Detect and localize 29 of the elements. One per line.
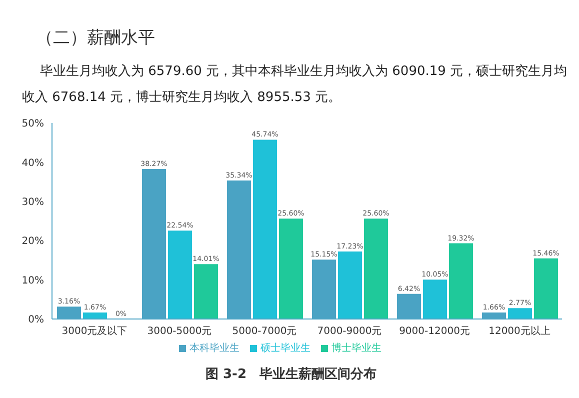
- x-tick-label: 3000-5000元: [147, 326, 212, 338]
- chart-subtitle: 毕业生月均收入为 6579.60 元，其中本科毕业生月均收入为 6090.19 元，硕士研究生月均收入 6768.14 元，博士研究生月均收入 8955.53 元。: [21, 63, 568, 107]
- y-tick-label: 50%: [22, 118, 44, 130]
- y-tick-label: 10%: [22, 275, 44, 286]
- legend-label: 本科毕业生: [190, 343, 240, 354]
- bar: [168, 230, 192, 319]
- bar: [194, 264, 218, 319]
- y-tick-label: 0%: [28, 314, 44, 326]
- y-tick-label: 40%: [22, 158, 44, 169]
- bar: [449, 243, 473, 319]
- y-tick-label: 30%: [22, 196, 44, 208]
- x-tick-label: 3000元及以下: [62, 325, 128, 338]
- bar: [83, 312, 107, 319]
- bar: [534, 258, 558, 319]
- caption: 图 3-2 毕业生薪酬区间分布: [204, 366, 378, 383]
- bar: [508, 308, 532, 319]
- bar: [279, 218, 303, 319]
- y-tick-label: 20%: [22, 236, 44, 248]
- bar: [423, 280, 447, 319]
- x-tick-label: 7000-9000元: [317, 326, 382, 338]
- x-tick-label: 5000-7000元: [232, 326, 297, 338]
- x-tick-label: 12000元以上: [488, 325, 550, 338]
- chart-title: （二）薪酬水平: [35, 27, 156, 49]
- legend-label: 硕士毕业生: [260, 343, 310, 354]
- bar: [364, 218, 388, 319]
- legend-label: 博士毕业生: [332, 343, 382, 354]
- x-tick-label: 9000-12000元: [399, 326, 470, 338]
- bar: [253, 140, 277, 319]
- bar: [338, 251, 362, 319]
